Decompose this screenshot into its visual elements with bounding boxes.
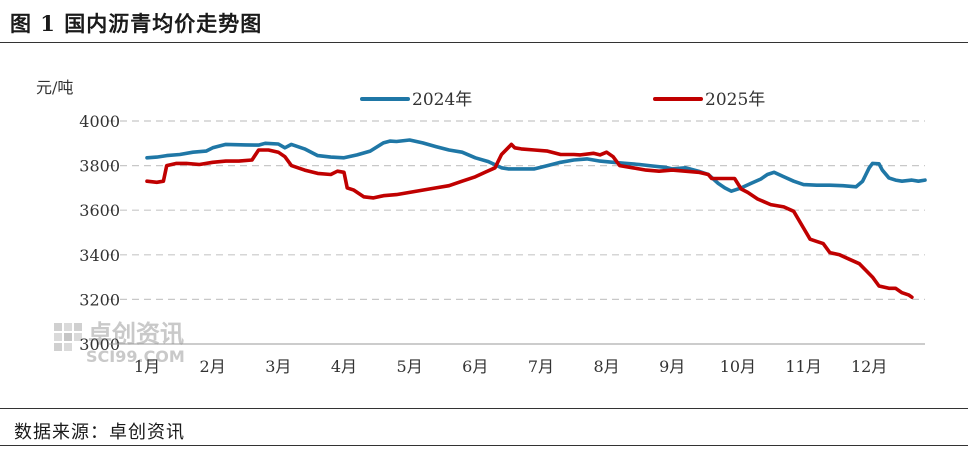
title-divider (0, 42, 968, 43)
y-tick-label: 3200 (79, 290, 120, 309)
data-source: 数据来源：卓创资讯 (14, 422, 185, 443)
y-tick-label: 3400 (79, 246, 120, 265)
y-tick-label: 3000 (79, 335, 120, 354)
watermark-site: SCI99.COM (86, 347, 185, 366)
watermark: 卓创资讯 SCI99.COM (54, 320, 185, 366)
x-tick-label: 8月 (593, 357, 619, 376)
x-tick-label: 5月 (397, 357, 423, 376)
legend-label-2025: 2025年 (705, 90, 765, 110)
series-line-2025 (145, 142, 914, 299)
y-tick-label: 3600 (79, 201, 120, 220)
y-axis-label: 元/吨 (36, 78, 73, 97)
chart-title: 图 1 国内沥青均价走势图 (10, 11, 263, 36)
gridlines (108, 120, 925, 300)
series-line-2024 (145, 138, 927, 193)
x-tick-label: 2月 (200, 357, 226, 376)
y-tick-label: 3800 (79, 157, 120, 176)
y-axis: 4000 3800 3600 3400 3200 3000 (79, 112, 120, 354)
x-tick-label: 10月 (720, 357, 756, 376)
y-tick-label: 4000 (79, 112, 120, 131)
x-tick-label: 1月 (134, 357, 160, 376)
x-tick-label: 9月 (659, 357, 685, 376)
x-tick-label: 7月 (528, 357, 554, 376)
legend: 2024年 2025年 (360, 90, 765, 110)
x-tick-label: 12月 (851, 357, 887, 376)
watermark-logo-icon (54, 323, 82, 351)
watermark-brand: 卓创资讯 (88, 320, 184, 348)
x-axis: 1月 2月 3月 4月 5月 6月 7月 8月 9月 10月 11月 12月 (108, 343, 925, 376)
bottom-divider (0, 445, 968, 446)
x-tick-label: 6月 (462, 357, 488, 376)
footer-divider (0, 408, 968, 409)
x-tick-label: 3月 (265, 357, 291, 376)
x-tick-label: 11月 (785, 357, 821, 376)
series-lines (145, 138, 927, 299)
x-tick-label: 4月 (331, 357, 357, 376)
legend-label-2024: 2024年 (412, 90, 472, 110)
